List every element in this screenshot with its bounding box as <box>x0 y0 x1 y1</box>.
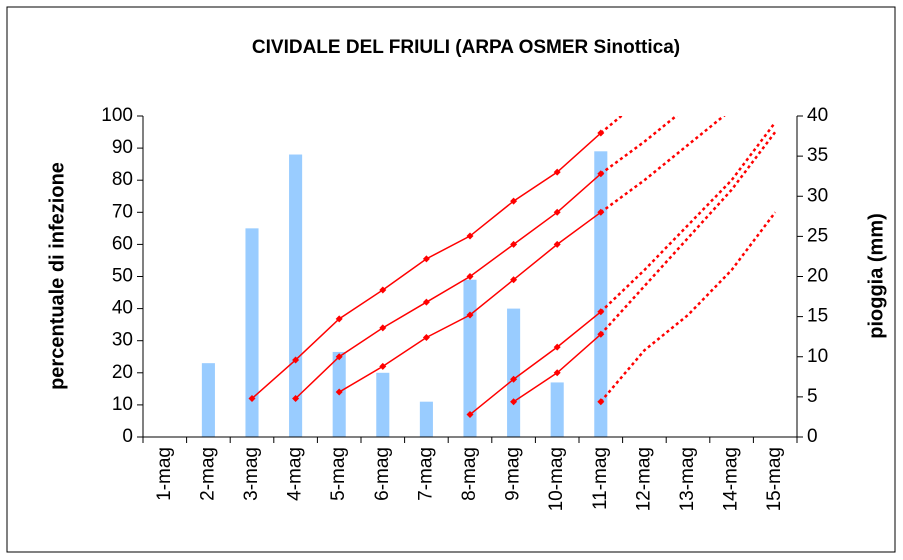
x-tick-label: 10-mag <box>546 447 567 511</box>
y-tick-label: 50 <box>112 266 133 287</box>
marker <box>466 311 474 319</box>
y-tick-label: 10 <box>112 394 133 415</box>
bar <box>201 363 215 437</box>
bar <box>419 401 433 437</box>
y-tick-label: 60 <box>112 233 133 254</box>
y-tick-label: 80 <box>112 169 133 190</box>
line <box>295 173 602 400</box>
x-tick-label: 13-mag <box>677 447 698 511</box>
x-tick-label: 4-mag <box>285 447 306 501</box>
bar <box>376 372 390 437</box>
marker <box>466 273 474 280</box>
marker <box>553 168 561 176</box>
y2-tick-label: 35 <box>807 145 828 166</box>
x-tick-label: 11-mag <box>590 447 611 510</box>
x-tick-label: 12-mag <box>633 447 654 511</box>
y2-tick-label: 15 <box>807 306 828 327</box>
marker <box>335 388 343 396</box>
marker <box>379 324 387 332</box>
y-tick-label: 100 <box>101 105 133 126</box>
y-tick-label: 20 <box>112 362 133 383</box>
marker <box>335 315 343 323</box>
line <box>599 211 777 403</box>
marker <box>553 369 561 377</box>
x-tick-label: 8-mag <box>459 447 480 501</box>
marker <box>379 362 387 370</box>
y-tick-label: 70 <box>112 201 133 222</box>
line <box>469 311 602 416</box>
bar <box>550 382 564 437</box>
y-tick-label: 0 <box>122 426 133 447</box>
y2-tick-label: 20 <box>807 266 828 287</box>
marker <box>248 394 256 402</box>
bar <box>507 308 521 437</box>
x-tick-label: 3-mag <box>241 447 262 501</box>
marker <box>466 411 474 419</box>
bar <box>463 279 477 437</box>
marker <box>553 343 561 351</box>
y2-tick-label: 25 <box>807 225 828 246</box>
y-tick-label: 90 <box>112 137 133 158</box>
marker <box>335 353 343 361</box>
y-tick-label: 40 <box>112 298 133 319</box>
chart-title: CIVIDALE DEL FRIULI (ARPA OSMER Sinottic… <box>252 37 680 58</box>
marker <box>553 208 561 216</box>
y2-tick-label: 5 <box>807 386 818 407</box>
marker <box>510 197 518 205</box>
y2-tick-label: 0 <box>807 426 818 447</box>
y2-axis-title: pioggia (mm) <box>865 213 887 339</box>
marker <box>510 276 518 284</box>
marker <box>510 398 518 406</box>
bar <box>289 154 303 437</box>
line <box>600 116 679 175</box>
x-tick-label: 15-mag <box>764 447 785 511</box>
y2-tick-label: 30 <box>807 185 828 206</box>
x-tick-label: 5-mag <box>328 447 349 501</box>
x-tick-label: 6-mag <box>372 447 393 501</box>
marker <box>466 232 474 240</box>
x-tick-label: 14-mag <box>721 447 742 511</box>
marker <box>292 356 300 364</box>
marker <box>292 394 300 402</box>
y2-tick-label: 10 <box>807 346 828 367</box>
y-axis-title: percentuale di infezione <box>46 162 68 390</box>
chart-frame <box>6 6 896 553</box>
plot-area <box>201 116 777 437</box>
line <box>599 131 777 336</box>
x-tick-label: 7-mag <box>415 447 436 501</box>
line <box>600 116 726 214</box>
marker <box>422 255 430 263</box>
x-tick-label: 1-mag <box>154 447 175 501</box>
marker <box>510 375 518 383</box>
x-tick-label: 2-mag <box>197 447 218 501</box>
bar <box>594 151 608 437</box>
y2-tick-label: 40 <box>807 105 828 126</box>
marker <box>379 286 387 294</box>
marker <box>422 298 430 306</box>
x-tick-label: 9-mag <box>503 447 524 501</box>
marker <box>422 333 430 341</box>
line <box>599 121 777 313</box>
y-tick-label: 30 <box>112 330 133 351</box>
bar <box>245 228 259 437</box>
marker <box>553 240 561 248</box>
marker <box>510 240 518 248</box>
